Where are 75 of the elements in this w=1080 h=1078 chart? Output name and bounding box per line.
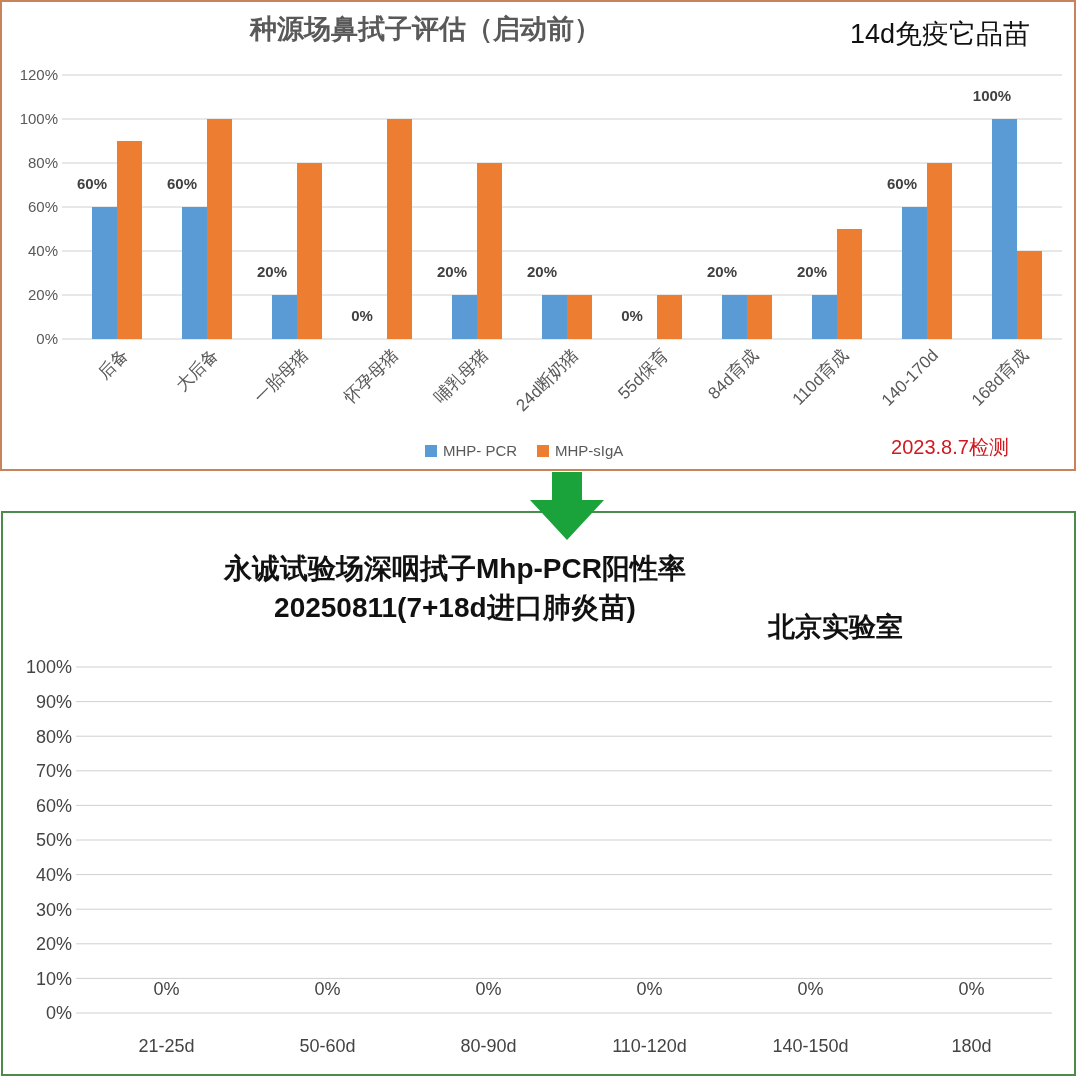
data-label: 60% bbox=[886, 175, 918, 192]
data-label: 20% bbox=[526, 263, 558, 280]
data-label: 0% bbox=[797, 979, 824, 999]
data-label: 60% bbox=[76, 175, 108, 192]
x-tick-label: 21-25d bbox=[138, 1036, 195, 1056]
data-label: 20% bbox=[436, 263, 468, 280]
data-label: 0% bbox=[958, 979, 985, 999]
y-tick-label: 70% bbox=[35, 761, 72, 782]
x-tick-label: 180d bbox=[951, 1036, 992, 1056]
bar bbox=[812, 295, 837, 339]
bar bbox=[297, 163, 322, 339]
bar bbox=[452, 295, 477, 339]
bar bbox=[657, 295, 682, 339]
bar bbox=[567, 295, 592, 339]
bar bbox=[272, 295, 297, 339]
y-tick-label: 50% bbox=[35, 830, 72, 851]
x-tick-label: 140-150d bbox=[772, 1036, 849, 1056]
data-label: 0% bbox=[621, 307, 643, 324]
bar bbox=[1017, 251, 1042, 339]
legend-label: MHP- PCR bbox=[443, 442, 518, 460]
text: 2023.8.7检测 bbox=[891, 436, 1009, 458]
y-tick-label: 80% bbox=[35, 726, 72, 747]
bar bbox=[992, 119, 1017, 339]
y-tick-label: 20% bbox=[27, 286, 58, 304]
bar bbox=[477, 163, 502, 339]
x-tick-label: 大后备 bbox=[172, 345, 223, 396]
data-label: 0% bbox=[475, 979, 502, 999]
bar bbox=[542, 295, 567, 339]
data-label: 20% bbox=[256, 263, 288, 280]
x-tick-label: 后备 bbox=[94, 345, 133, 384]
y-tick-label: 60% bbox=[35, 795, 72, 816]
data-label: 0% bbox=[351, 307, 373, 324]
y-tick-label: 90% bbox=[35, 691, 72, 712]
data-label: 0% bbox=[314, 979, 341, 999]
bar bbox=[747, 295, 772, 339]
bar bbox=[207, 119, 232, 339]
chart-subtitle: 20250811(7+18d进口肺炎苗) bbox=[274, 592, 636, 623]
y-tick-label: 20% bbox=[35, 934, 72, 955]
y-tick-label: 80% bbox=[27, 154, 58, 172]
y-tick-label: 0% bbox=[45, 1003, 72, 1024]
y-tick-label: 40% bbox=[27, 242, 58, 260]
bar bbox=[927, 163, 952, 339]
y-tick-label: 100% bbox=[19, 110, 58, 128]
x-tick-label: 哺乳母猪 bbox=[430, 345, 493, 408]
data-label: 100% bbox=[972, 87, 1012, 104]
data-label: 0% bbox=[153, 979, 180, 999]
chart-title: 永诚试验场深咽拭子Mhp-PCR阳性率 bbox=[223, 553, 686, 584]
text: 北京实验室 bbox=[766, 612, 903, 642]
data-label: 60% bbox=[166, 175, 198, 192]
y-tick-label: 60% bbox=[27, 198, 58, 216]
bar bbox=[387, 119, 412, 339]
bar bbox=[92, 207, 117, 339]
legend-label: MHP-sIgA bbox=[555, 442, 624, 460]
bar bbox=[902, 207, 927, 339]
bar bbox=[722, 295, 747, 339]
y-tick-label: 0% bbox=[36, 330, 58, 348]
y-tick-label: 30% bbox=[35, 899, 72, 920]
x-tick-label: 80-90d bbox=[460, 1036, 517, 1056]
text: 14d免疫它品苗 bbox=[849, 19, 1031, 49]
x-tick-label: 怀孕母猪 bbox=[339, 345, 403, 408]
x-tick-label: 110-120d bbox=[612, 1036, 687, 1056]
x-tick-label: 一胎母猪 bbox=[250, 345, 313, 408]
y-tick-label: 100% bbox=[25, 657, 72, 678]
y-tick-label: 40% bbox=[35, 864, 72, 885]
bar bbox=[117, 141, 142, 339]
bar bbox=[837, 229, 862, 339]
data-label: 0% bbox=[636, 979, 663, 999]
x-tick-label: 55d保育 bbox=[614, 345, 673, 404]
data-label: 20% bbox=[796, 263, 828, 280]
bar bbox=[182, 207, 207, 339]
y-tick-label: 120% bbox=[19, 66, 58, 84]
y-tick-label: 10% bbox=[35, 968, 72, 989]
chart-title: 种源场鼻拭子评估（启动前） bbox=[248, 14, 601, 44]
data-label: 20% bbox=[706, 263, 738, 280]
x-tick-label: 50-60d bbox=[299, 1036, 356, 1056]
